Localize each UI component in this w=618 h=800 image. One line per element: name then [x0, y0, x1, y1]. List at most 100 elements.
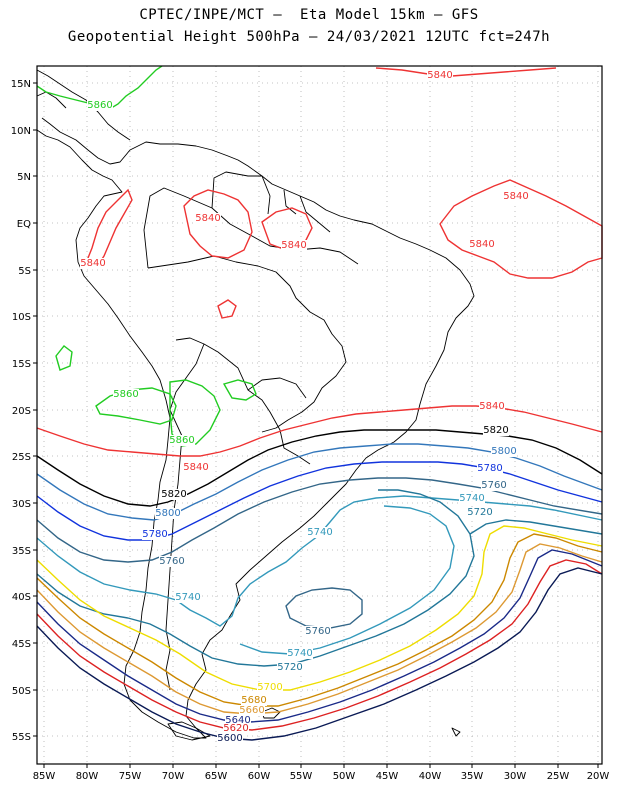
title-line-2: Geopotential Height 500hPa – 24/03/2021 …	[67, 29, 551, 45]
lon-tick-label: 65W	[205, 771, 228, 782]
lat-tick-label: 5S	[18, 266, 31, 277]
contour-5840-amazon-a	[183, 189, 253, 259]
contour-5720	[36, 489, 475, 667]
lat-tick-label: 45S	[12, 639, 31, 650]
tierra-del-fuego	[167, 721, 211, 741]
contour-label-bg	[241, 695, 267, 706]
contour-labels: 5860 5840 5840 5840 5840 5840 5840 5860 5860 5840…	[80, 70, 529, 744]
contour-label-5840: 5840	[503, 191, 528, 202]
contour-label-5780: 5780	[142, 529, 167, 540]
lat-tick-label: 35S	[12, 546, 31, 557]
lon-tick-label: 20W	[587, 771, 610, 782]
contour-label-5840: 5840	[195, 213, 220, 224]
lat-tick-label: 10N	[11, 126, 31, 137]
contour-label-bg	[159, 556, 185, 567]
contour-5640	[36, 549, 603, 723]
contour-lines	[36, 65, 603, 741]
lat-tick-label: 10S	[12, 312, 31, 323]
contour-label-5720: 5720	[467, 507, 492, 518]
contour-label-bg	[183, 462, 209, 473]
map-frame	[36, 65, 603, 765]
land-boundaries	[36, 68, 475, 741]
contour-5720-east	[469, 519, 603, 535]
lon-tick-label: 55W	[290, 771, 313, 782]
contour-label-bg	[142, 529, 168, 540]
contour-label-bg	[477, 463, 503, 474]
contour-label-5640: 5640	[225, 715, 250, 726]
lat-tick-label: 40S	[12, 592, 31, 603]
contour-5820	[36, 429, 603, 507]
contour-label-5860: 5860	[87, 100, 112, 111]
longitude-ticks: 85W 80W 75W 70W 65W 60W 55W 50W 45W 40W 35W 30W 25W 2…	[33, 764, 610, 782]
contour-label-bg	[113, 389, 139, 400]
contour-label-5840: 5840	[479, 401, 504, 412]
contour-label-bg	[175, 592, 201, 603]
contour-label-bg	[481, 480, 507, 491]
contour-label-bg	[80, 258, 106, 269]
contour-label-5780: 5780	[477, 463, 502, 474]
contour-label-bg	[469, 239, 495, 250]
contour-5840-ecuador	[82, 188, 133, 269]
contour-5760	[36, 477, 603, 563]
contour-label-5740: 5740	[459, 493, 484, 504]
contour-label-bg	[277, 662, 303, 673]
contour-label-bg	[223, 723, 249, 734]
contour-label-5600: 5600	[217, 733, 242, 744]
falkland-islands	[261, 707, 281, 719]
contour-5860-pacific-a	[55, 345, 73, 371]
lat-tick-label: 5N	[17, 172, 31, 183]
contour-label-5860: 5860	[169, 435, 194, 446]
contour-label-5840: 5840	[427, 70, 452, 81]
contour-label-5800: 5800	[491, 446, 516, 457]
latitude-ticks: 15N 10N 5N EQ 5S 10S 15S 20S 25S 30S 35S 40S 45S 50S 5…	[11, 79, 37, 743]
lon-tick-label: 60W	[248, 771, 271, 782]
contour-label-bg	[479, 401, 505, 412]
contour-label-bg	[239, 705, 265, 716]
contour-label-5720: 5720	[277, 662, 302, 673]
lat-tick-label: 20S	[12, 406, 31, 417]
contour-label-bg	[491, 446, 517, 457]
contour-label-5760: 5760	[481, 480, 506, 491]
contour-5700	[36, 525, 603, 691]
lat-tick-label: 15N	[11, 79, 31, 90]
contour-5860-bolivia	[222, 379, 257, 401]
contour-label-bg	[217, 733, 243, 744]
contour-label-bg	[307, 527, 333, 538]
contour-label-bg	[281, 240, 307, 251]
title-line-1: CPTEC/INPE/MCT – Eta Model 15km – GFS	[139, 7, 479, 23]
contour-label-bg	[169, 435, 195, 446]
lon-tick-label: 30W	[504, 771, 527, 782]
contour-label-5820: 5820	[483, 425, 508, 436]
contour-5840-north	[375, 67, 557, 77]
lat-tick-label: EQ	[17, 219, 31, 230]
chart-title: CPTEC/INPE/MCT – Eta Model 15km – GFS Ge…	[0, 4, 618, 48]
contour-label-bg	[155, 508, 181, 519]
contour-label-bg	[305, 626, 331, 637]
contour-label-5820: 5820	[161, 489, 186, 500]
contour-5620	[36, 559, 603, 731]
contour-5680	[36, 533, 603, 707]
lat-tick-label: 50S	[12, 686, 31, 697]
contour-label-5740: 5740	[307, 527, 332, 538]
contour-label-bg	[503, 191, 529, 202]
contour-label-5760: 5760	[305, 626, 330, 637]
contour-label-5680: 5680	[241, 695, 266, 706]
contour-5860-chile	[169, 379, 221, 447]
lon-tick-label: 35W	[461, 771, 484, 782]
contour-label-5840: 5840	[469, 239, 494, 250]
lat-tick-label: 25S	[12, 452, 31, 463]
contour-5840-small	[217, 299, 237, 319]
lat-tick-label: 15S	[12, 359, 31, 370]
contour-label-bg	[287, 648, 313, 659]
contour-label-bg	[161, 489, 187, 500]
country-borders	[143, 171, 359, 691]
lat-tick-label: 30S	[12, 499, 31, 510]
south-georgia	[451, 727, 461, 737]
contour-5660	[36, 543, 603, 715]
contour-5800	[36, 443, 603, 521]
contour-label-bg	[483, 425, 509, 436]
lon-tick-label: 80W	[76, 771, 99, 782]
contour-5600	[36, 567, 603, 741]
contour-label-5620: 5620	[223, 723, 248, 734]
